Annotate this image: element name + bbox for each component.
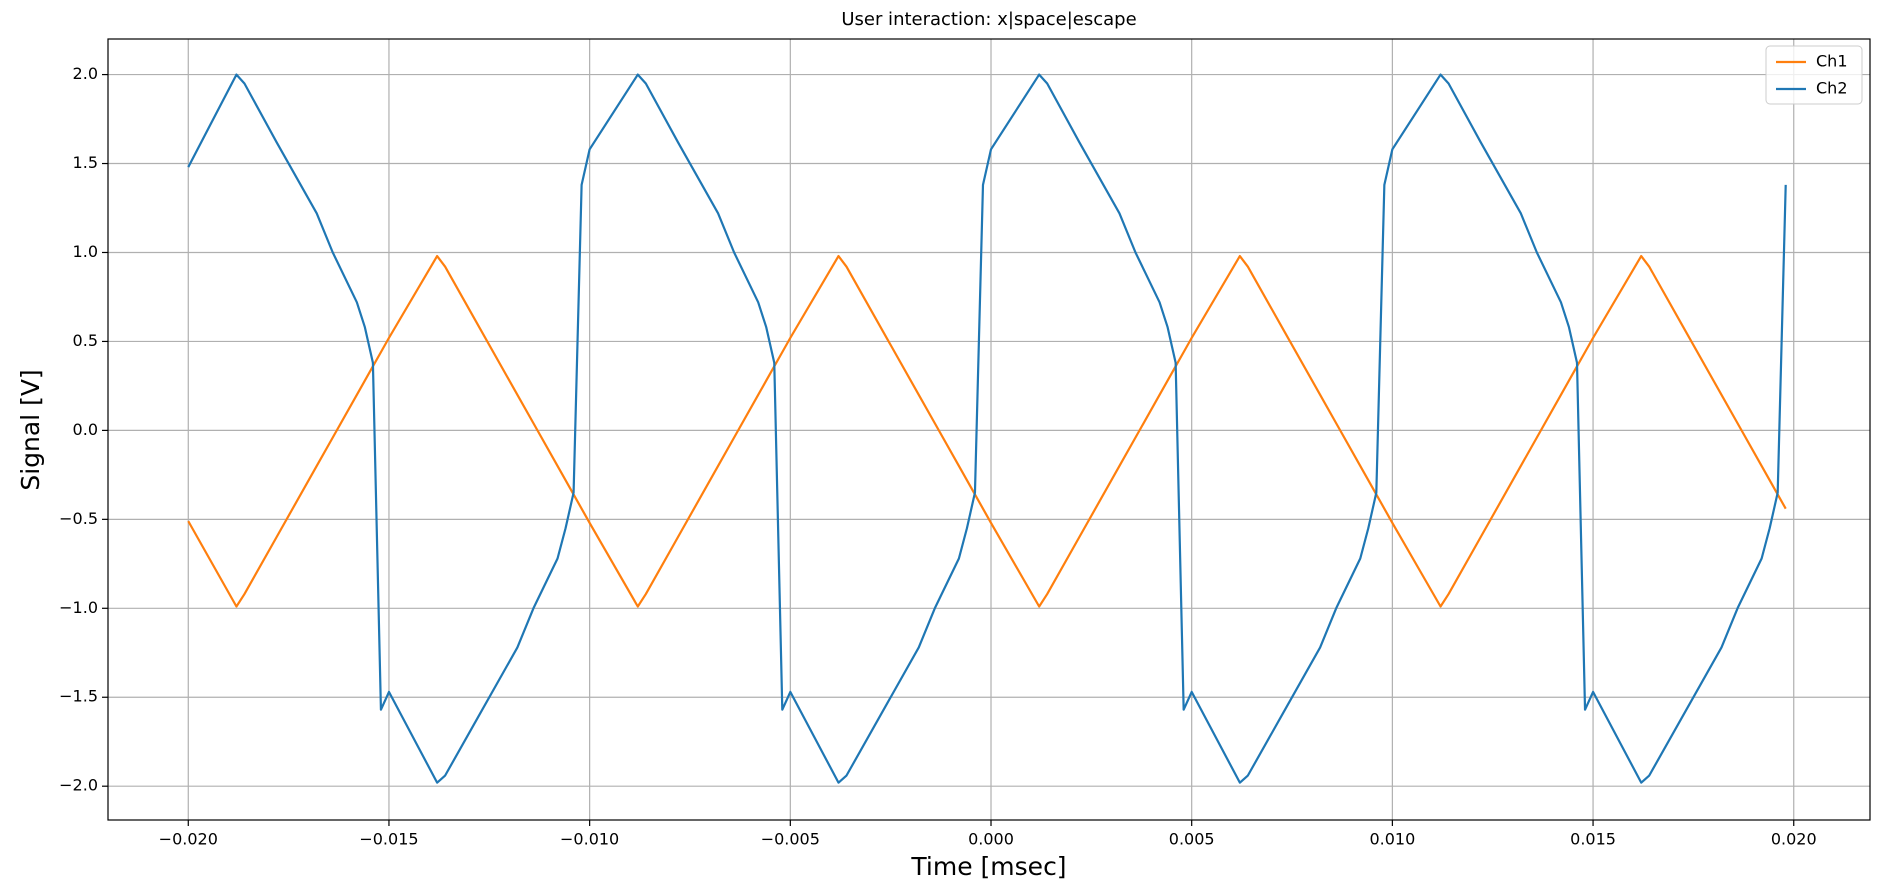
x-tick-label: −0.005 <box>761 830 820 849</box>
x-tick-label: 0.005 <box>1169 830 1215 849</box>
plot-lines <box>187 73 1787 784</box>
legend-box <box>1765 45 1863 105</box>
x-tick-label: 0.000 <box>968 830 1014 849</box>
chart-title: User interaction: x|space|escape <box>841 9 1136 30</box>
y-tick-label: 1.0 <box>73 242 98 261</box>
axes: −0.020 −0.015 −0.010 −0.005 0.000 0.005 0.010 0… <box>59 64 1817 848</box>
x-axis-label: Time [msec] <box>910 852 1066 881</box>
x-tick-label: 0.010 <box>1369 830 1415 849</box>
y-tick-label: 0.5 <box>73 331 98 350</box>
series-line <box>187 73 1787 784</box>
x-tick-label: 0.015 <box>1570 830 1616 849</box>
x-tick-label: 0.020 <box>1771 830 1817 849</box>
series-line <box>187 254 1787 608</box>
plot-frame <box>107 38 1871 821</box>
y-tick-label: −2.0 <box>59 776 98 795</box>
y-tick-label: 1.5 <box>73 153 98 172</box>
y-axis-label: Signal [V] <box>16 369 45 490</box>
x-tick-label: −0.020 <box>159 830 218 849</box>
y-tick-label: 2.0 <box>73 64 98 83</box>
y-tick-label: −1.5 <box>59 687 98 706</box>
x-tick-label: −0.010 <box>560 830 619 849</box>
y-tick-label: −1.0 <box>59 598 98 617</box>
legend-label: Ch2 <box>1816 79 1848 98</box>
legend-label: Ch1 <box>1816 52 1848 71</box>
x-tick-label: −0.015 <box>359 830 418 849</box>
y-tick-label: 0.0 <box>73 420 98 439</box>
y-tick-label: −0.5 <box>59 509 98 528</box>
